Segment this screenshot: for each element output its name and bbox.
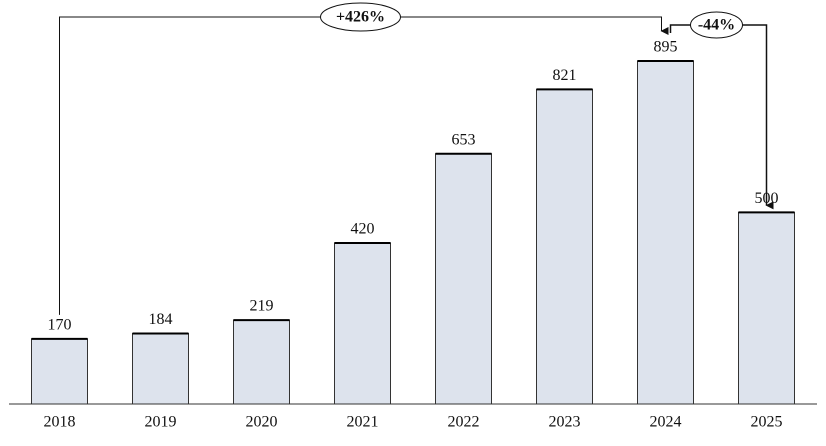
value-label: 821 [553,67,577,84]
x-tick-label: 2018 [44,414,76,431]
bar [435,153,492,405]
annotation: +426% [336,9,385,26]
x-tick-label: 2019 [145,414,177,431]
bar [132,332,189,405]
x-tick-label: 2025 [751,414,783,431]
x-tick-label: 2021 [347,414,379,431]
value-label: 895 [654,39,678,56]
value-label: 170 [48,317,72,334]
annotation: -44% [698,17,735,34]
value-label: 420 [351,221,375,238]
x-tick-label: 2020 [246,414,278,431]
x-tick-label: 2023 [549,414,581,431]
bar [334,242,391,405]
annotation-bubble [690,11,743,39]
value-label: 184 [149,311,173,328]
bar [738,211,795,405]
value-label: 219 [250,298,274,315]
bar [31,338,88,405]
x-tick-label: 2024 [650,414,682,431]
x-tick-label: 2022 [448,414,480,431]
bar [536,88,593,405]
value-label: 653 [452,131,476,148]
bar [637,60,694,405]
bar [233,319,290,405]
annotation-bubble [320,2,401,32]
